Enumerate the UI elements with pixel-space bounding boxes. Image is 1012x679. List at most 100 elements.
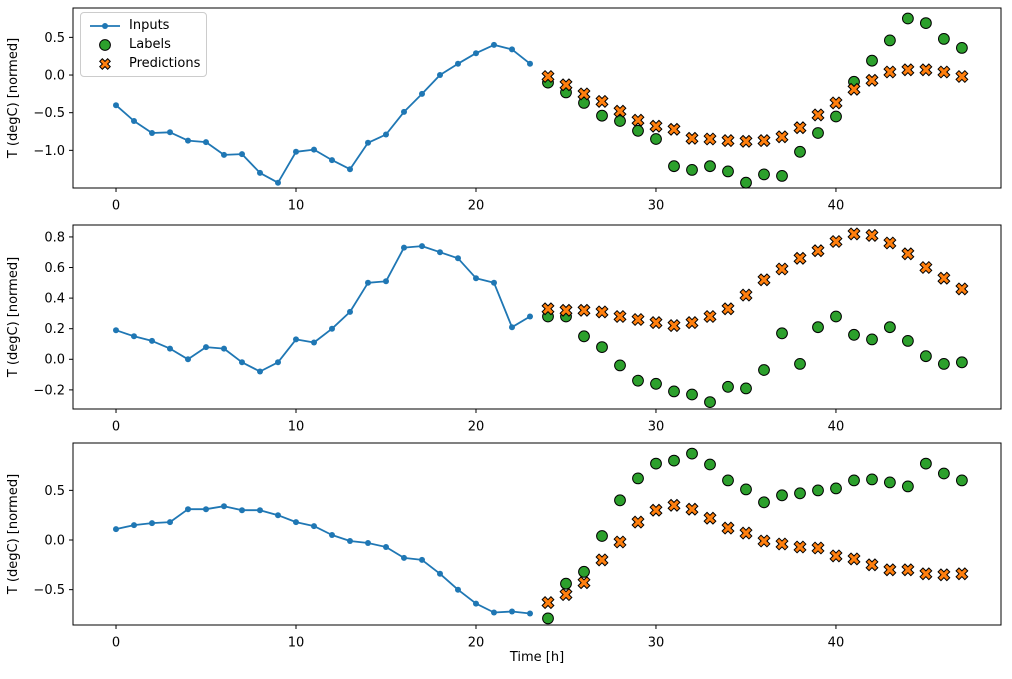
labels-point — [902, 335, 914, 347]
labels-point — [830, 482, 842, 495]
predictions-point — [757, 273, 771, 287]
x-tick-label: 10 — [288, 635, 305, 650]
inputs-point — [203, 506, 209, 513]
predictions-point — [901, 563, 915, 577]
labels-point — [794, 145, 806, 158]
predictions-point — [757, 534, 771, 548]
labels-point — [596, 109, 608, 122]
predictions-point — [865, 73, 879, 87]
predictions-point — [595, 305, 609, 319]
inputs-line-2 — [115, 245, 531, 373]
inputs-point — [401, 244, 407, 251]
labels-point — [884, 476, 896, 489]
inputs-point — [257, 169, 263, 176]
legend-item-inputs: Inputs — [87, 16, 200, 35]
y-axis-label: T (degC) [normed] — [6, 38, 21, 159]
legend-label-inputs: Inputs — [129, 18, 170, 33]
labels-point — [722, 474, 734, 487]
predictions-point — [595, 94, 609, 108]
y-axis-label: T (degC) [normed] — [6, 474, 21, 595]
inputs-line-3 — [115, 505, 531, 615]
inputs-point — [293, 519, 299, 526]
inputs-point — [293, 148, 299, 155]
labels-point — [740, 176, 752, 189]
predictions-point — [955, 282, 969, 296]
legend-predictions-x — [99, 57, 111, 70]
labels-point — [740, 382, 752, 395]
inputs-point — [311, 146, 317, 153]
predictions-point — [919, 567, 933, 581]
legend-inputs-dot — [102, 22, 108, 29]
inputs-point — [455, 586, 461, 593]
predictions-point — [847, 82, 861, 96]
predictions-point — [577, 87, 591, 101]
predictions-point — [631, 113, 645, 127]
predictions-point — [811, 108, 825, 122]
labels-point — [956, 356, 968, 369]
predictions-point — [775, 537, 789, 551]
axes-frame-3 — [72, 442, 1002, 626]
labels-point — [722, 165, 734, 178]
y-tick-label: −1.0 — [33, 144, 65, 159]
labels-point — [866, 473, 878, 486]
labels-point — [650, 377, 662, 390]
predictions-point — [721, 521, 735, 535]
inputs-point — [185, 356, 191, 363]
labels-point — [614, 494, 626, 507]
inputs-point — [257, 507, 263, 514]
inputs-point — [491, 41, 497, 48]
inputs-point — [437, 570, 443, 577]
y-axis-label: T (degC) [normed] — [6, 257, 21, 378]
inputs-point — [527, 60, 533, 67]
predictions-point — [865, 228, 879, 242]
y-tick-label: −0.2 — [33, 383, 65, 398]
inputs-point — [347, 166, 353, 173]
labels-point — [704, 458, 716, 471]
x-tick-label: 20 — [468, 635, 485, 650]
predictions-point — [739, 134, 753, 148]
inputs-point — [149, 130, 155, 136]
labels-point — [758, 364, 770, 376]
inputs-point — [329, 157, 335, 164]
inputs-point — [509, 324, 515, 331]
predictions-point — [793, 121, 807, 135]
labels-point — [776, 327, 788, 340]
x-tick-label: 40 — [828, 635, 845, 650]
inputs-point — [509, 608, 515, 615]
predictions-point — [919, 260, 933, 275]
inputs-point — [383, 131, 389, 138]
x-tick-label: 30 — [648, 198, 665, 213]
labels-point — [956, 42, 968, 54]
predictions-point — [631, 312, 645, 327]
y-tick-label: 0.5 — [44, 484, 65, 499]
labels-point — [686, 164, 698, 176]
labels-point — [578, 565, 590, 578]
x-tick-label: 20 — [468, 198, 485, 213]
inputs-point — [149, 337, 155, 344]
predictions-point — [829, 549, 843, 563]
labels-point — [704, 160, 716, 173]
x-tick-label: 30 — [648, 635, 665, 650]
labels-point — [704, 396, 716, 409]
predictions-point — [883, 563, 897, 577]
predictions-point — [847, 227, 861, 241]
predictions-point — [667, 122, 681, 136]
inputs-point — [455, 255, 461, 262]
x-tick-label: 0 — [112, 635, 120, 650]
labels-point — [884, 321, 896, 334]
predictions-point — [703, 511, 717, 525]
predictions-point — [883, 236, 897, 250]
predictions-point — [613, 309, 627, 324]
labels-point — [776, 489, 788, 502]
inputs-point — [527, 610, 533, 617]
labels-point — [866, 333, 878, 346]
y-tick-label: 0.4 — [44, 292, 65, 307]
legend-label-labels: Labels — [129, 37, 171, 52]
predictions-point — [811, 541, 825, 555]
labels-point — [542, 612, 554, 625]
inputs-point — [275, 179, 281, 186]
y-tick-label: 0.8 — [44, 230, 65, 245]
predictions-point — [541, 69, 555, 84]
inputs-point — [437, 72, 443, 78]
predictions-point — [793, 540, 807, 554]
